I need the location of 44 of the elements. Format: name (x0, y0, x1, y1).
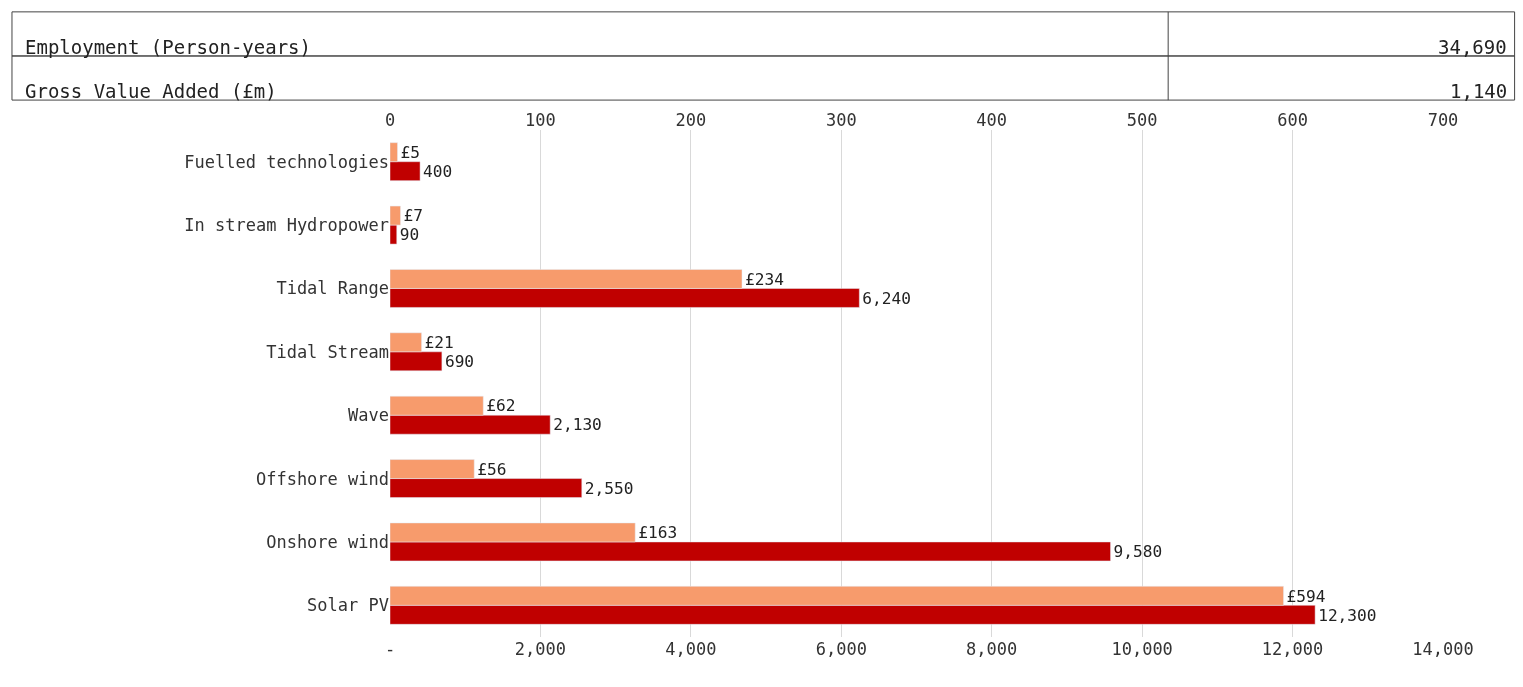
x2-tick-label: 700 (1427, 109, 1459, 130)
x2-tick-label: 100 (525, 109, 556, 130)
text: 34,690 (1438, 36, 1507, 58)
data-label: 2,550 (584, 478, 634, 498)
y-tick-label: Offshore wind (255, 468, 389, 489)
x2-tick-label: 400 (976, 109, 1008, 130)
y-tick-label: Wave (348, 405, 389, 426)
data-label: 12,300 (1318, 605, 1377, 625)
x2-tick-label: 0 (384, 109, 396, 130)
y-tick-label: Fuelled technologies (184, 151, 389, 172)
x-tick-label: 8,000 (966, 639, 1018, 659)
data-label: £5 (400, 142, 420, 162)
text: Gross Value Added (£m) (25, 80, 277, 102)
x2-tick-label: 200 (675, 109, 707, 130)
x-tick-label: - (384, 639, 396, 659)
x-tick-label: 10,000 (1111, 639, 1173, 659)
data-label: 9,580 (1113, 542, 1163, 562)
x-tick-label: 14,000 (1412, 639, 1474, 659)
x-tick-label: 2,000 (514, 639, 567, 659)
text: Employment (Person-years) (25, 36, 311, 58)
y-tick-label: Solar PV (307, 595, 389, 616)
data-label: 90 (399, 225, 420, 245)
x2-tick-label: 500 (1126, 109, 1158, 130)
data-label: 6,240 (862, 288, 911, 308)
data-label: £594 (1286, 586, 1326, 606)
x-tick-label: 6,000 (815, 639, 867, 659)
y-tick-label: In stream Hydropower (184, 215, 389, 236)
data-label: £163 (638, 523, 678, 543)
x-tick-label: 12,000 (1261, 639, 1324, 659)
text: 1,140 (1450, 80, 1508, 102)
x2-tick-label: 600 (1277, 109, 1308, 130)
data-label: £7 (403, 206, 423, 226)
data-label: 2,130 (553, 415, 602, 435)
y-tick-label: Tidal Stream (266, 341, 389, 362)
data-label: 400 (423, 161, 453, 181)
x2-tick-label: 300 (825, 109, 857, 130)
data-label: £234 (745, 269, 784, 289)
data-label: £56 (477, 459, 507, 479)
y-tick-label: Onshore wind (266, 531, 389, 552)
data-label: £62 (486, 396, 516, 416)
x-tick-label: 4,000 (665, 639, 717, 659)
data-label: £21 (424, 333, 454, 353)
y-tick-label: Tidal Range (276, 278, 389, 299)
data-label: 690 (444, 352, 475, 372)
